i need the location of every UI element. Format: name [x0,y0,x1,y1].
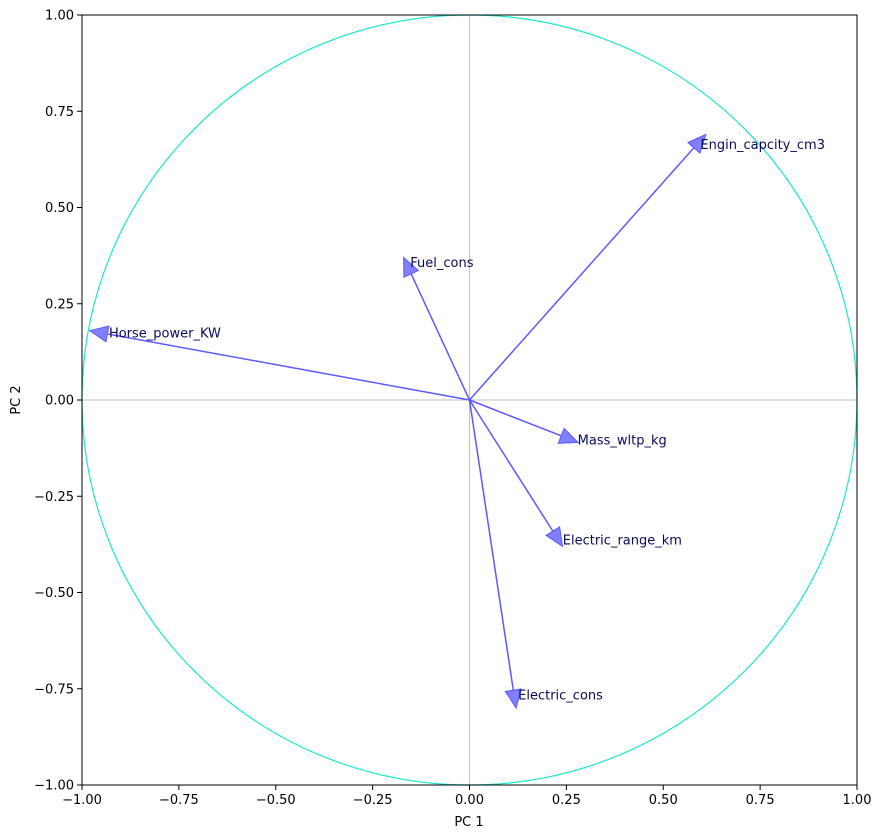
y-tick-label-7: 0.75 [45,105,74,120]
vector-line-1 [410,273,471,401]
vector-arrowhead-3 [557,427,580,444]
x-tick-label-8: 1.00 [843,793,872,808]
y-tick-label-6: 0.50 [45,201,74,216]
vector-arrowhead-2 [88,325,110,343]
vector-label-5: Electric_cons [518,689,603,704]
vector-label-0: Engin_capcity_cm3 [700,138,825,153]
x-tick-label-6: 0.50 [649,793,678,808]
vector-label-3: Mass_wltp_kg [578,434,667,449]
vector-arrowhead-5 [504,688,522,710]
y-tick-label-0: −1.00 [34,779,74,794]
vector-line-4 [468,399,554,532]
x-tick-label-3: −0.25 [353,793,393,808]
vector-arrowhead-1 [403,256,420,278]
vector-line-3 [469,399,562,437]
vector-line-5 [468,399,515,691]
vector-line-0 [468,147,695,401]
vector-label-1: Fuel_cons [410,256,473,271]
x-tick-label-5: 0.25 [552,793,581,808]
vector-line-2 [107,333,470,401]
x-axis-label: PC 1 [454,815,483,830]
y-axis-label: PC 2 [9,385,24,414]
vector-label-4: Electric_range_km [563,533,682,548]
vector-arrowhead-0 [686,133,707,154]
vector-label-2: Horse_power_KW [109,326,221,341]
y-tick-label-1: −0.75 [34,682,74,697]
y-tick-label-2: −0.50 [34,586,74,601]
x-tick-label-4: 0.00 [455,793,484,808]
y-tick-label-3: −0.25 [34,490,74,505]
x-tick-label-1: −0.75 [159,793,199,808]
y-tick-label-4: 0.00 [45,394,74,409]
x-tick-label-0: −1.00 [62,793,102,808]
x-tick-label-2: −0.50 [256,793,296,808]
y-tick-label-5: 0.25 [45,297,74,312]
y-tick-label-8: 1.00 [45,9,74,24]
x-tick-label-7: 0.75 [746,793,775,808]
vector-arrowhead-4 [545,525,564,548]
